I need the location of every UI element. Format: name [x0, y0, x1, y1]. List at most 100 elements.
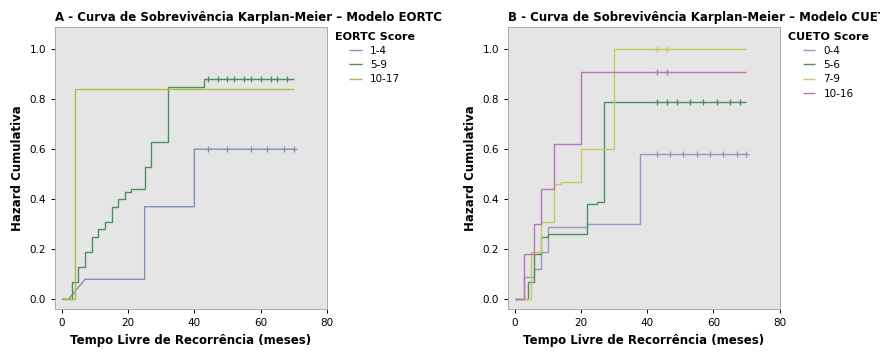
10-16 [536, 222, 546, 226]
0-4 [592, 222, 603, 226]
5-9 [106, 219, 117, 224]
5-6 [536, 234, 546, 239]
7-9 [526, 250, 537, 254]
Line: 0-4: 0-4 [515, 154, 746, 299]
1-4 [189, 205, 200, 209]
7-9 [649, 47, 659, 51]
5-9 [139, 187, 150, 192]
5-9 [93, 234, 104, 239]
0-4 [583, 222, 593, 226]
0-4 [529, 275, 539, 279]
5-9 [56, 297, 67, 301]
5-9 [120, 197, 130, 202]
1-4 [63, 297, 74, 301]
5-9 [86, 250, 97, 254]
5-9 [163, 140, 173, 144]
7-9 [526, 297, 537, 301]
10-16 [592, 69, 603, 74]
10-16 [592, 69, 603, 74]
X-axis label: Tempo Livre de Recorrência (meses): Tempo Livre de Recorrência (meses) [70, 334, 312, 347]
5-9 [106, 205, 117, 209]
0-4 [635, 222, 646, 226]
7-9 [609, 47, 620, 51]
0-4 [519, 297, 530, 301]
7-9 [555, 180, 566, 184]
5-9 [126, 190, 136, 194]
10-16 [519, 297, 530, 301]
5-6 [510, 297, 520, 301]
10-16 [536, 187, 546, 192]
5-9 [99, 219, 110, 224]
5-9 [67, 297, 77, 301]
10-16 [741, 69, 752, 74]
5-9 [146, 165, 157, 169]
Legend: 1-4, 5-9, 10-17: 1-4, 5-9, 10-17 [334, 32, 414, 84]
0-4 [529, 267, 539, 271]
10-16 [559, 142, 569, 146]
10-16 [576, 142, 586, 146]
1-4 [139, 277, 150, 281]
10-16 [649, 69, 659, 74]
5-9 [139, 165, 150, 169]
5-9 [199, 84, 209, 89]
7-9 [555, 182, 566, 187]
10-16 [529, 222, 539, 226]
1-4 [80, 277, 91, 281]
0-4 [635, 152, 646, 156]
1-4 [139, 205, 150, 209]
Line: 5-6: 5-6 [515, 102, 746, 299]
5-6 [542, 232, 553, 236]
10-17 [289, 87, 299, 91]
5-9 [93, 227, 104, 231]
5-9 [67, 280, 77, 284]
5-9 [120, 190, 130, 194]
5-6 [529, 280, 539, 284]
10-16 [529, 252, 539, 256]
5-6 [592, 202, 603, 207]
7-9 [536, 250, 546, 254]
5-6 [649, 100, 659, 104]
1-4 [56, 297, 67, 301]
7-9 [741, 47, 752, 51]
10-16 [549, 187, 560, 192]
10-16 [549, 142, 560, 146]
10-16 [583, 69, 593, 74]
5-6 [536, 252, 546, 256]
5-9 [80, 265, 91, 269]
10-16 [583, 69, 593, 74]
Text: B - Curva de Sobrevivência Karplan-Meier – Modelo CUETO: B - Curva de Sobrevivência Karplan-Meier… [508, 11, 880, 24]
5-6 [583, 202, 593, 207]
5-9 [113, 205, 123, 209]
0-4 [536, 250, 546, 254]
0-4 [592, 222, 603, 226]
Legend: 0-4, 5-6, 7-9, 10-16: 0-4, 5-6, 7-9, 10-16 [788, 32, 869, 98]
0-4 [542, 250, 553, 254]
7-9 [609, 147, 620, 151]
Y-axis label: Hazard Cumulativa: Hazard Cumulativa [464, 105, 477, 231]
5-6 [598, 100, 609, 104]
5-9 [86, 234, 97, 239]
5-6 [592, 200, 603, 204]
7-9 [589, 147, 599, 151]
5-6 [628, 100, 639, 104]
10-17 [56, 297, 67, 301]
5-9 [113, 197, 123, 202]
5-9 [163, 84, 173, 89]
1-4 [189, 147, 200, 151]
5-9 [126, 187, 136, 192]
5-6 [523, 280, 533, 284]
5-9 [289, 77, 299, 81]
0-4 [510, 297, 520, 301]
7-9 [510, 297, 520, 301]
7-9 [649, 47, 659, 51]
5-6 [583, 232, 593, 236]
0-4 [649, 152, 659, 156]
Line: 1-4: 1-4 [62, 149, 294, 299]
Y-axis label: Hazard Cumulativa: Hazard Cumulativa [11, 105, 24, 231]
0-4 [519, 275, 530, 279]
10-16 [649, 69, 659, 74]
10-17 [70, 87, 80, 91]
5-6 [649, 100, 659, 104]
10-16 [576, 69, 586, 74]
7-9 [549, 219, 560, 224]
